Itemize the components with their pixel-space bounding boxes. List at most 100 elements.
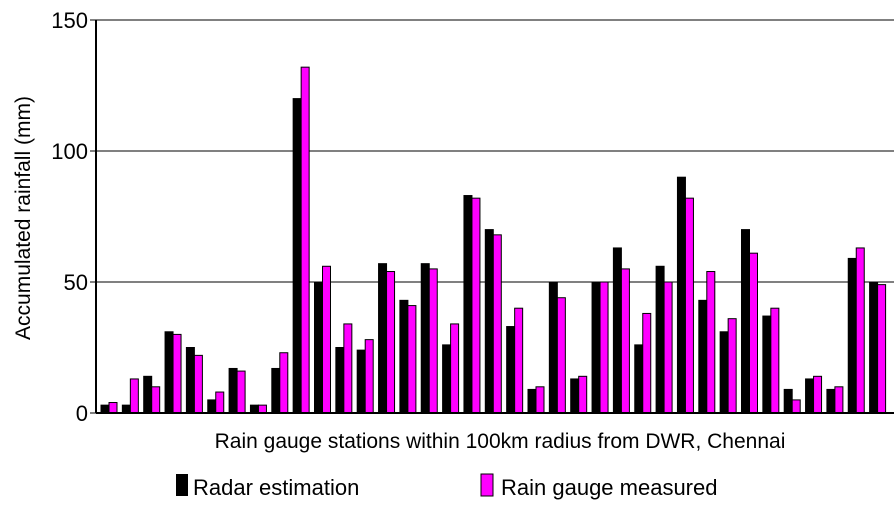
bar-radar-29 bbox=[698, 299, 708, 414]
bar-group-29 bbox=[698, 271, 716, 414]
bar-gauge-37 bbox=[877, 284, 887, 414]
bar-radar-12 bbox=[335, 347, 345, 414]
bar-radar-4 bbox=[164, 331, 174, 414]
bar-group-24 bbox=[591, 281, 609, 414]
legend-label-gauge: Rain gauge measured bbox=[501, 475, 717, 500]
bar-radar-6 bbox=[207, 399, 217, 414]
bar-group-23 bbox=[570, 375, 588, 414]
bar-gauge-11 bbox=[322, 265, 331, 414]
bar-group-10 bbox=[292, 66, 310, 414]
bar-radar-9 bbox=[271, 367, 281, 414]
bar-gauge-26 bbox=[642, 312, 652, 414]
bar-radar-30 bbox=[719, 331, 729, 414]
bar-group-12 bbox=[335, 323, 353, 414]
bar-gauge-16 bbox=[428, 268, 438, 414]
bar-radar-3 bbox=[143, 375, 153, 414]
bar-radar-36 bbox=[847, 257, 857, 414]
bar-gauge-4 bbox=[172, 333, 182, 414]
y-tick-label-0: 0 bbox=[76, 401, 88, 426]
bar-gauge-24 bbox=[599, 281, 609, 414]
bar-group-20 bbox=[506, 307, 524, 414]
bar-radar-1 bbox=[100, 404, 110, 414]
bar-radar-21 bbox=[527, 388, 537, 414]
bar-group-30 bbox=[719, 318, 737, 414]
bar-group-11 bbox=[314, 265, 331, 414]
bar-gauge-5 bbox=[193, 354, 203, 414]
bar-gauge-7 bbox=[236, 370, 246, 414]
bar-gauge-12 bbox=[343, 323, 353, 414]
bar-radar-28 bbox=[676, 176, 686, 414]
bar-radar-22 bbox=[548, 281, 558, 414]
bar-gauge-32 bbox=[770, 307, 780, 414]
bar-gauge-14 bbox=[386, 271, 396, 414]
bar-gauge-29 bbox=[706, 271, 716, 414]
y-tick-label-100: 100 bbox=[51, 139, 88, 164]
bar-group-25 bbox=[612, 247, 630, 414]
legend-item-radar: Radar estimation bbox=[176, 474, 359, 500]
bar-gauge-3 bbox=[151, 386, 161, 414]
bar-group-4 bbox=[164, 331, 182, 414]
bar-radar-26 bbox=[634, 344, 644, 414]
bar-gauge-9 bbox=[279, 352, 289, 414]
bar-radar-33 bbox=[783, 388, 793, 414]
bar-group-1 bbox=[100, 402, 118, 414]
bar-gauge-28 bbox=[684, 197, 694, 414]
bar-gauge-10 bbox=[300, 66, 310, 414]
bar-group-8 bbox=[249, 404, 267, 414]
legend-swatch-radar bbox=[176, 474, 188, 496]
y-axis-title: Accumulated rainfall (mm) bbox=[12, 96, 35, 340]
bar-group-21 bbox=[527, 386, 545, 414]
legend-label-radar: Radar estimation bbox=[193, 475, 359, 500]
bar-group-5 bbox=[185, 347, 203, 414]
bar-radar-37 bbox=[869, 281, 879, 414]
bar-gauge-8 bbox=[257, 404, 267, 414]
bar-gauge-27 bbox=[663, 281, 673, 414]
bar-group-26 bbox=[634, 312, 652, 414]
y-tick-labels: 0 50 100 150 bbox=[51, 8, 88, 426]
bar-radar-23 bbox=[570, 378, 580, 414]
bar-group-22 bbox=[548, 281, 566, 414]
bar-gauge-1 bbox=[108, 402, 118, 414]
bar-radar-7 bbox=[228, 367, 238, 414]
y-tick-label-50: 50 bbox=[64, 270, 88, 295]
axes bbox=[95, 20, 894, 414]
bar-group-27 bbox=[655, 265, 673, 414]
bar-radar-32 bbox=[762, 315, 772, 414]
bar-group-17 bbox=[442, 323, 460, 414]
bar-gauge-15 bbox=[407, 305, 417, 414]
y-tick-label-150: 150 bbox=[51, 8, 88, 33]
legend: Radar estimation Rain gauge measured bbox=[176, 473, 717, 500]
bar-radar-18 bbox=[463, 195, 473, 414]
bar-gauge-2 bbox=[129, 378, 139, 414]
x-axis-title: Rain gauge stations within 100km radius … bbox=[215, 430, 786, 453]
bar-group-15 bbox=[399, 299, 417, 414]
bar-gauge-22 bbox=[556, 297, 566, 414]
bar-group-2 bbox=[121, 378, 139, 414]
bar-group-35 bbox=[826, 386, 844, 414]
bar-gauge-20 bbox=[514, 307, 524, 414]
bar-group-7 bbox=[228, 367, 246, 414]
bar-gauge-35 bbox=[834, 386, 844, 414]
bar-radar-2 bbox=[121, 404, 131, 414]
bar-group-9 bbox=[271, 352, 289, 414]
bar-radar-5 bbox=[185, 347, 195, 414]
bar-group-33 bbox=[783, 388, 801, 414]
bar-radar-11 bbox=[314, 281, 323, 414]
bar-group-6 bbox=[207, 391, 225, 414]
bar-gauge-21 bbox=[535, 386, 545, 414]
bar-radar-15 bbox=[399, 299, 409, 414]
bar-group-16 bbox=[420, 263, 438, 414]
bar-radar-14 bbox=[378, 263, 388, 414]
bar-gauge-36 bbox=[855, 247, 865, 414]
legend-swatch-gauge bbox=[480, 473, 494, 497]
bar-gauge-18 bbox=[471, 197, 481, 414]
bar-gauge-34 bbox=[813, 375, 823, 414]
bar-radar-10 bbox=[292, 98, 302, 414]
bar-group-14 bbox=[378, 263, 396, 414]
bar-gauge-23 bbox=[578, 375, 588, 414]
bar-radar-19 bbox=[484, 229, 494, 414]
bar-radar-17 bbox=[442, 344, 452, 414]
bar-group-28 bbox=[676, 176, 694, 414]
bars bbox=[100, 66, 887, 414]
